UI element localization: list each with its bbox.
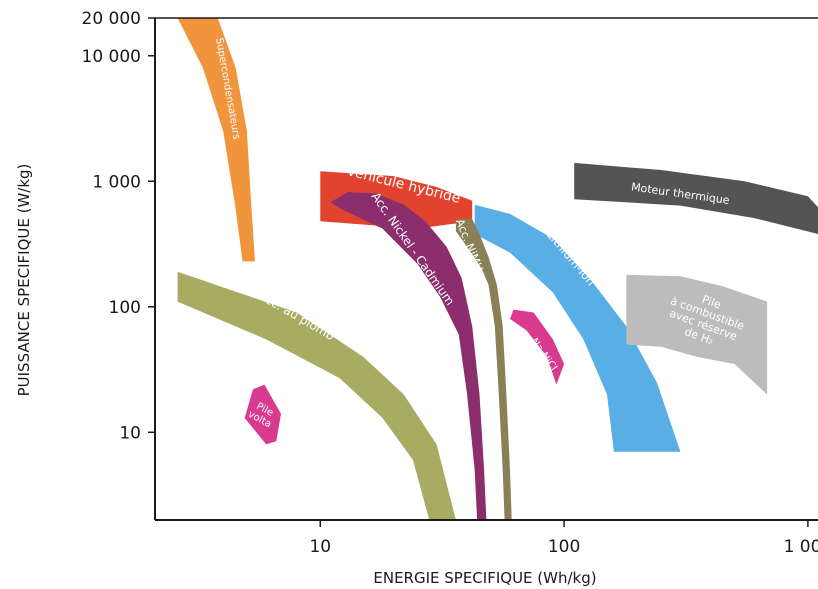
y-tick-label: 10 000 bbox=[82, 47, 141, 67]
x-axis-title: ENERGIE SPECIFIQUE (Wh/kg) bbox=[373, 569, 596, 587]
region-acc-lithium-ion bbox=[474, 204, 681, 452]
region-supercondensateurs bbox=[177, 18, 255, 262]
region-acc-nimh bbox=[455, 219, 512, 520]
y-tick-label: 20 000 bbox=[82, 9, 141, 29]
y-tick-label: 100 bbox=[109, 298, 141, 318]
label-line: Pile bbox=[700, 293, 723, 312]
region-pile-volta bbox=[244, 384, 281, 445]
region-acc-nickel-cadmium bbox=[330, 192, 487, 520]
data-regions bbox=[177, 18, 818, 520]
region-moteur-thermique bbox=[574, 162, 818, 234]
x-tick-label: 10 bbox=[309, 537, 331, 557]
region-pile-a-combustible-avec-reserve-de-h2 bbox=[626, 274, 768, 395]
y-tick-label: 1 000 bbox=[92, 172, 141, 192]
y-axis-title: PUISSANCE SPECIFIQUE (W/kg) bbox=[15, 164, 33, 397]
x-tick-label: 100 bbox=[548, 537, 580, 557]
axes bbox=[154, 17, 818, 521]
x-tick-label: 1 000 bbox=[784, 537, 818, 557]
tick-marks: 10 100 1 000 10 100 1 000 10 000 20 000 bbox=[82, 9, 818, 557]
y-tick-label: 10 bbox=[119, 423, 141, 443]
region-acc-au-plomb bbox=[177, 271, 456, 520]
region-na-nicl bbox=[510, 309, 565, 385]
